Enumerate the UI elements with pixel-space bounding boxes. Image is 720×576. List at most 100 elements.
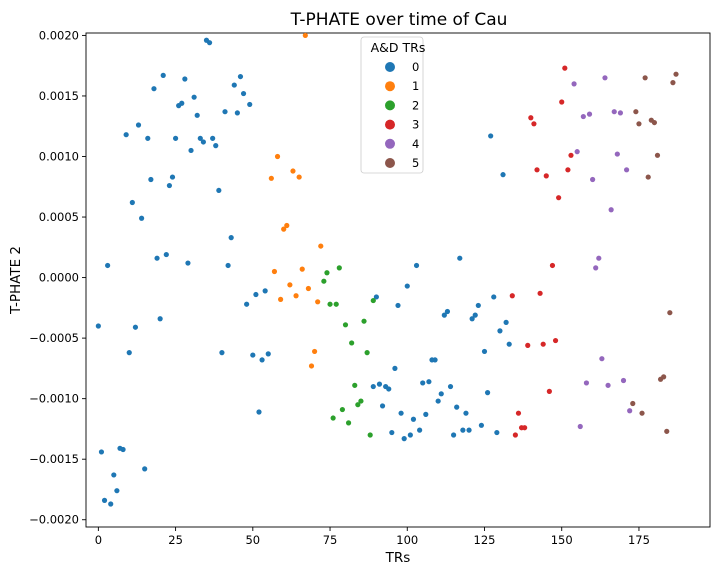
data-point-series-0: [101, 497, 108, 503]
x-tick-label: 0: [95, 533, 102, 547]
data-point-series-3: [537, 290, 543, 296]
data-point-series-0: [444, 308, 451, 315]
legend-label-3: 3: [412, 118, 419, 132]
data-point-series-0: [216, 187, 222, 194]
legend-marker-4: [385, 138, 395, 149]
x-tick-label: 175: [628, 533, 650, 547]
data-point-series-3: [559, 99, 565, 105]
data-point-series-0: [166, 182, 173, 189]
y-tick-label: 0.0020: [39, 28, 79, 42]
data-point-series-4: [599, 356, 605, 362]
data-point-series-0: [244, 301, 250, 307]
data-point-series-2: [361, 318, 367, 324]
data-point-series-3: [568, 152, 574, 158]
x-tick-label: 25: [168, 533, 183, 547]
data-point-series-0: [188, 147, 194, 154]
data-point-series-0: [417, 427, 423, 433]
data-point-series-0: [132, 324, 139, 330]
legend-label-2: 2: [412, 98, 419, 112]
data-point-series-0: [105, 262, 111, 269]
data-point-series-1: [278, 296, 284, 302]
data-point-series-0: [435, 398, 441, 404]
data-point-series-0: [98, 449, 105, 455]
data-point-series-1: [287, 282, 293, 288]
data-point-series-0: [200, 139, 206, 145]
data-point-series-4: [602, 75, 608, 81]
data-point-series-5: [667, 310, 673, 316]
data-point-series-0: [213, 143, 219, 149]
data-point-series-0: [438, 391, 444, 397]
data-point-series-3: [540, 341, 546, 347]
data-point-series-0: [398, 410, 404, 416]
data-point-series-2: [358, 398, 364, 404]
data-point-series-4: [593, 265, 599, 271]
data-point-series-1: [299, 266, 305, 272]
data-point-series-0: [172, 135, 179, 141]
data-point-series-4: [620, 377, 627, 384]
x-tick-label: 75: [323, 533, 338, 547]
data-point-series-2: [333, 301, 339, 307]
y-tick-label: −0.0005: [29, 331, 79, 345]
data-point-series-0: [478, 422, 485, 428]
data-point-series-1: [315, 299, 321, 305]
data-point-series-5: [661, 374, 667, 380]
data-point-series-0: [420, 380, 426, 386]
data-point-series-0: [126, 350, 132, 356]
y-tick-label: 0.0015: [39, 89, 79, 103]
data-point-series-1: [274, 153, 281, 160]
data-point-series-0: [120, 446, 126, 453]
data-point-series-4: [586, 111, 593, 117]
legend-marker-5: [385, 158, 395, 168]
data-point-series-0: [386, 386, 392, 392]
data-point-series-0: [265, 351, 271, 357]
data-point-series-0: [151, 86, 157, 92]
data-point-series-0: [401, 436, 407, 442]
data-point-series-1: [318, 243, 324, 249]
data-point-series-0: [219, 350, 225, 356]
data-point-series-1: [271, 268, 278, 275]
data-point-series-4: [605, 382, 611, 388]
data-point-series-0: [491, 294, 497, 300]
y-axis-label: T-PHATE 2: [8, 246, 24, 315]
data-point-series-0: [410, 416, 417, 422]
legend-marker-2: [385, 100, 395, 111]
y-tick-label: 0.0000: [39, 271, 79, 285]
data-point-series-4: [623, 167, 630, 173]
data-point-series-0: [197, 135, 203, 141]
data-point-series-0: [454, 404, 460, 410]
data-point-series-0: [108, 501, 114, 507]
data-point-series-4: [574, 149, 580, 155]
data-point-series-0: [194, 112, 200, 118]
data-point-series-0: [179, 100, 185, 106]
data-point-series-0: [389, 429, 395, 436]
data-point-series-1: [268, 175, 274, 181]
legend-marker-0: [385, 62, 395, 72]
data-point-series-5: [664, 428, 670, 434]
data-point-series-1: [284, 222, 290, 229]
x-tick-label: 150: [551, 533, 573, 547]
data-point-series-1: [311, 348, 318, 355]
y-tick-label: −0.0020: [29, 513, 79, 527]
data-point-series-2: [355, 402, 361, 408]
data-point-series-0: [494, 429, 500, 436]
data-point-series-0: [259, 357, 265, 363]
data-point-series-0: [469, 316, 475, 322]
data-point-series-0: [373, 294, 379, 300]
data-point-series-0: [472, 312, 478, 318]
data-point-series-0: [247, 101, 253, 108]
data-point-series-0: [262, 288, 268, 294]
data-point-series-0: [413, 262, 420, 269]
legend-title: A&D TRs: [371, 40, 426, 55]
data-points: [95, 32, 679, 507]
data-point-series-2: [349, 340, 355, 346]
data-point-series-4: [611, 109, 617, 115]
data-point-series-3: [562, 65, 568, 71]
data-point-series-4: [627, 408, 633, 414]
data-point-series-2: [339, 406, 345, 413]
data-point-series-3: [509, 293, 515, 299]
data-point-series-3: [543, 173, 549, 179]
data-point-series-0: [392, 365, 398, 371]
x-tick-label: 50: [245, 533, 260, 547]
data-point-series-3: [528, 115, 534, 121]
